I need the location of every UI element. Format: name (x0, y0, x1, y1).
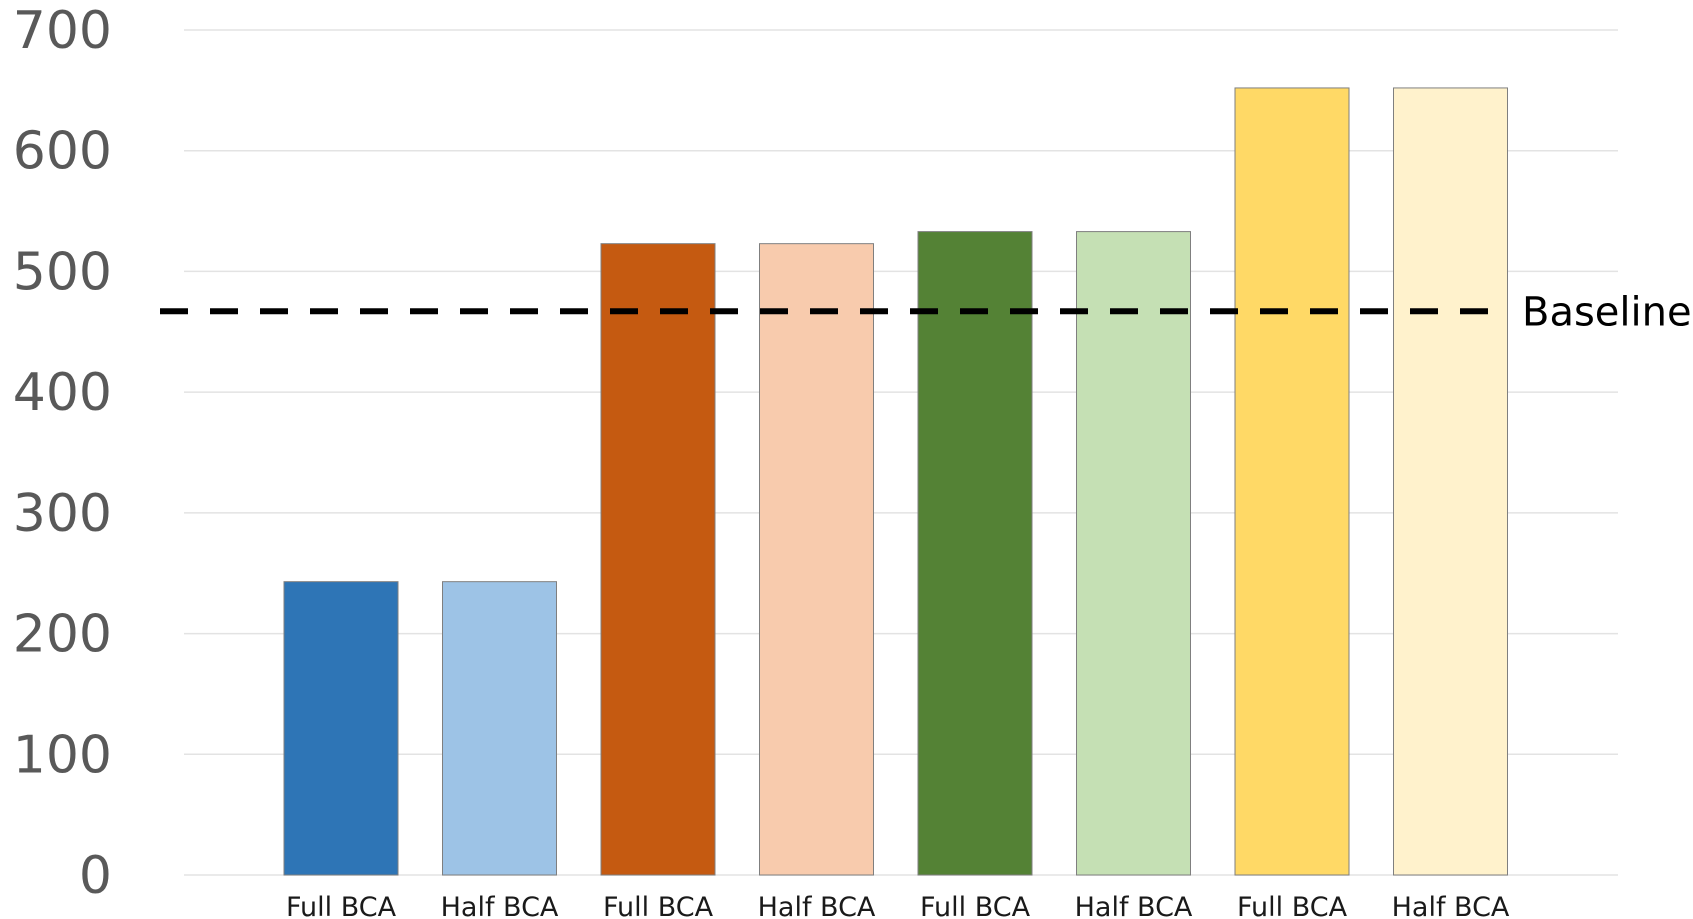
y-tick-label-300: 300 (13, 484, 112, 544)
y-tick-label-600: 600 (13, 122, 112, 182)
x-tick-label-1: Full BCA (286, 892, 397, 919)
bar-4 (759, 243, 874, 876)
y-tick-label-100: 100 (13, 725, 112, 785)
x-tick-label-8: Half BCA (1392, 892, 1510, 919)
bar-7 (1234, 87, 1350, 876)
bar-8 (1393, 87, 1508, 876)
baseline-label: Baseline (1522, 289, 1692, 335)
bars (283, 87, 1508, 876)
y-tick-label-700: 700 (13, 1, 112, 61)
baseline-reference: Baseline (160, 289, 1692, 335)
x-tick-label-6: Half BCA (1075, 892, 1193, 919)
y-axis: 0 100 200 300 400 500 600 700 (13, 1, 112, 906)
y-tick-label-0: 0 (79, 846, 112, 906)
x-tick-label-2: Half BCA (441, 892, 559, 919)
gridlines (184, 29, 1618, 876)
x-tick-label-3: Full BCA (603, 892, 714, 919)
y-tick-label-400: 400 (13, 363, 112, 423)
bar-1 (283, 581, 399, 876)
y-tick-label-500: 500 (13, 242, 112, 302)
x-tick-label-4: Half BCA (758, 892, 876, 919)
bar-6 (1076, 231, 1191, 876)
bar-3 (600, 243, 716, 876)
x-tick-label-7: Full BCA (1237, 892, 1348, 919)
bar-2 (442, 581, 557, 876)
x-axis: Full BCA Half BCA Full BCA Half BCA Full BCA… (286, 892, 1510, 919)
bar-5 (917, 231, 1033, 876)
y-tick-label-200: 200 (13, 605, 112, 665)
x-tick-label-5: Full BCA (920, 892, 1031, 919)
